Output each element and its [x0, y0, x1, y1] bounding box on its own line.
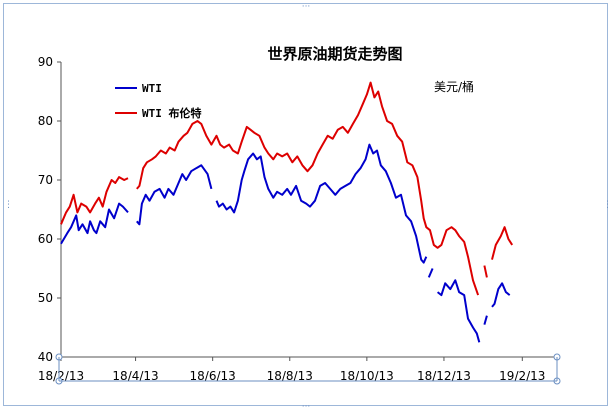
legend: WTI WTI 布伦特 — [115, 82, 202, 120]
brent-line-segment — [60, 176, 129, 225]
y-tick-label: 90 — [38, 55, 53, 69]
series-layer — [60, 81, 514, 343]
series-wti — [60, 143, 511, 343]
y-tick-label: 80 — [38, 114, 53, 128]
x-tick-label: 18/6/13 — [190, 369, 236, 383]
wti-line-segment — [136, 164, 213, 226]
x-tick-label: 18/8/13 — [267, 369, 313, 383]
y-tick-label: 70 — [38, 173, 53, 187]
resize-handle-left[interactable]: ⋮ — [4, 200, 13, 210]
wti-line-segment — [427, 268, 434, 278]
legend-label-wti: WTI — [142, 82, 162, 95]
resize-handle-right[interactable]: ⋮ — [603, 200, 612, 210]
x-tick-label: 18/4/13 — [112, 369, 158, 383]
resize-handle-top[interactable]: ··· — [302, 2, 311, 12]
wti-line-segment — [491, 282, 511, 308]
series-brent — [60, 81, 514, 296]
brent-line-segment — [483, 265, 488, 278]
y-tick-label: 40 — [38, 350, 53, 364]
wti-line-segment — [215, 143, 428, 264]
x-ticks: 18/2/13 18/4/13 18/6/13 18/8/13 18/10/13 18/1… — [38, 357, 545, 383]
y-tick-label: 50 — [38, 291, 53, 305]
x-tick-label: 18/2/13 — [38, 369, 84, 383]
resize-handle-bottom[interactable]: ··· — [302, 402, 311, 411]
window-resize-handles[interactable]: ··· ··· ⋮ ⋮ — [4, 2, 612, 411]
x-tick-label: 19/2/13 — [499, 369, 545, 383]
x-tick-label: 18/10/13 — [340, 369, 394, 383]
legend-label-brent: WTI 布伦特 — [142, 106, 202, 120]
chart-title: 世界原油期货走势图 — [267, 45, 402, 63]
y-ticks: 40 50 60 70 80 90 — [38, 55, 61, 364]
unit-label: 美元/桶 — [434, 79, 474, 94]
chart-axes — [60, 62, 557, 358]
wti-line-segment — [436, 279, 481, 343]
brent-line-segment — [491, 226, 514, 260]
wti-line-segment — [483, 315, 488, 325]
wti-line-segment — [60, 202, 129, 245]
selection-handles[interactable] — [55, 353, 561, 385]
x-tick-label: 18/12/13 — [417, 369, 471, 383]
brent-line-segment — [136, 81, 480, 296]
y-tick-label: 60 — [38, 232, 53, 246]
